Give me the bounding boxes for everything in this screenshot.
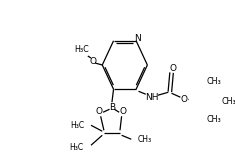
Text: H₃C: H₃C [70,121,85,130]
Text: O: O [120,107,127,116]
Text: H₃C: H₃C [74,45,89,55]
Text: CH₃: CH₃ [221,97,235,106]
Text: O: O [89,58,96,66]
Text: CH₃: CH₃ [207,77,222,86]
Text: B: B [109,103,115,112]
Text: CH₃: CH₃ [138,135,152,144]
Text: N: N [134,34,141,43]
Text: O: O [181,95,188,104]
Text: NH: NH [145,93,159,102]
Text: O: O [170,64,177,73]
Text: CH₃: CH₃ [207,115,222,124]
Text: O: O [96,107,102,116]
Text: H₃C: H₃C [69,143,83,152]
